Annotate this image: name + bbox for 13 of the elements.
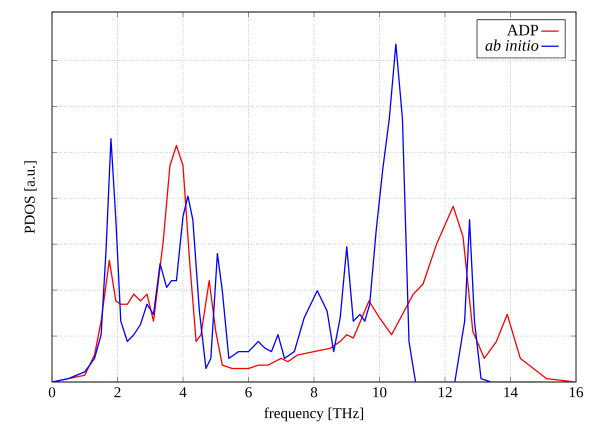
x-tick-label: 6 bbox=[245, 387, 252, 398]
x-tick-label: 16 bbox=[570, 387, 584, 398]
x-tick-label: 12 bbox=[438, 387, 452, 398]
legend-label: ab initio bbox=[485, 40, 538, 51]
x-tick-label: 0 bbox=[48, 387, 56, 398]
x-axis-title: frequency [THz] bbox=[264, 408, 364, 422]
y-axis-title: PDOS [a.u.] bbox=[24, 161, 37, 234]
x-tick-label: 8 bbox=[310, 387, 318, 398]
x-tick-label: 10 bbox=[373, 387, 386, 398]
legend-label: ADP bbox=[506, 24, 538, 36]
x-tick-label: 14 bbox=[504, 387, 518, 398]
x-tick-label: 4 bbox=[180, 387, 187, 398]
x-tick-label: 2 bbox=[114, 387, 120, 398]
